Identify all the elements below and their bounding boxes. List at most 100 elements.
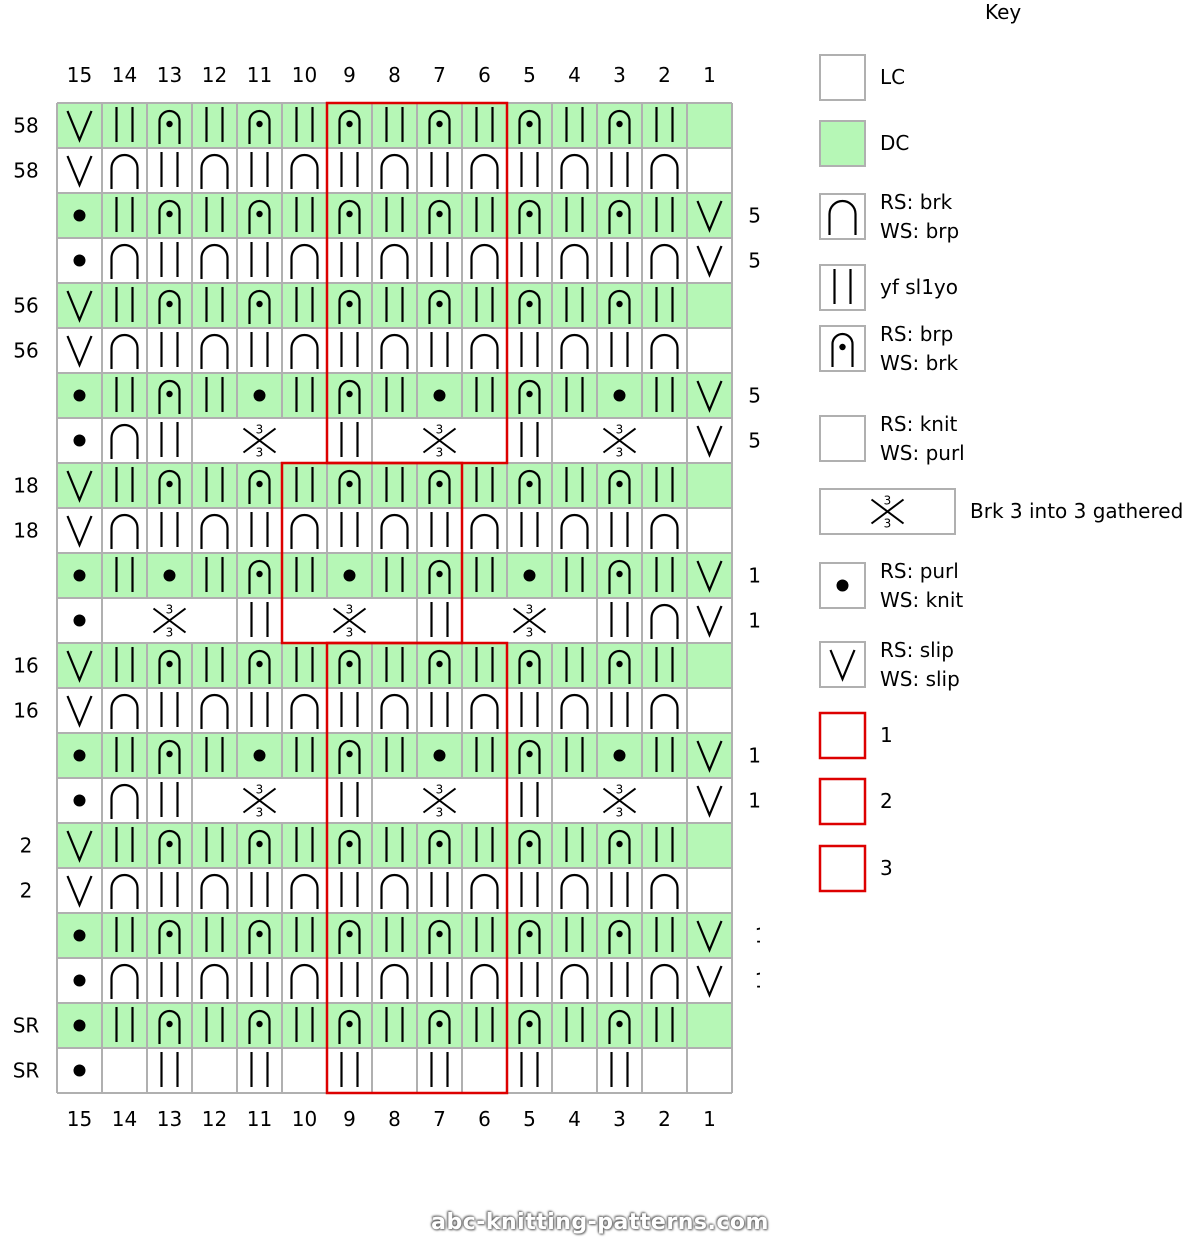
brk-icon xyxy=(110,243,139,279)
brk-icon xyxy=(380,153,409,189)
gathered-icon: 33 xyxy=(422,423,457,460)
yf-sl1yo-icon xyxy=(295,917,314,952)
brk-icon xyxy=(110,333,139,369)
brk-icon xyxy=(110,513,139,549)
row-label-left: SR xyxy=(13,1059,40,1083)
yf-sl1yo-icon xyxy=(655,467,674,502)
yf-sl1yo-icon xyxy=(250,872,269,907)
brp-icon xyxy=(158,829,181,864)
brk-icon xyxy=(650,603,679,639)
key-label-line: WS: knit xyxy=(880,587,964,612)
yf-sl1yo-icon xyxy=(475,647,494,682)
brk-icon xyxy=(290,153,319,189)
row-band xyxy=(57,913,732,958)
yf-sl1yo-icon xyxy=(340,872,359,907)
slip-icon xyxy=(696,785,723,818)
yf-sl1yo-icon xyxy=(385,467,404,502)
gathered-number: 3 xyxy=(436,446,444,460)
brk-icon xyxy=(200,243,229,279)
brp-icon xyxy=(608,109,631,144)
brk-icon xyxy=(110,423,139,459)
row-band xyxy=(57,1003,732,1048)
yf-sl1yo-icon xyxy=(385,737,404,772)
brp-icon xyxy=(518,649,541,684)
gathered-number: 3 xyxy=(256,423,264,437)
yf-sl1yo-icon xyxy=(655,377,674,412)
yf-sl1yo-icon xyxy=(475,107,494,142)
brk-icon xyxy=(470,873,499,909)
yf-sl1yo-icon xyxy=(115,287,134,322)
yf-sl1yo-icon xyxy=(340,692,359,727)
brp-icon xyxy=(158,379,181,414)
yf-sl1yo-icon xyxy=(295,107,314,142)
row-band xyxy=(57,553,732,598)
yf-sl1yo-icon xyxy=(565,377,584,412)
brk-icon xyxy=(380,873,409,909)
brp-icon xyxy=(608,469,631,504)
key-label-line: WS: brk xyxy=(880,350,959,375)
yf-sl1yo-icon xyxy=(385,827,404,862)
key-label-line: RS: purl xyxy=(880,558,959,583)
gathered-number: 3 xyxy=(436,806,444,820)
yf-sl1yo-icon xyxy=(295,197,314,232)
brk-icon xyxy=(650,153,679,189)
purl-dot-icon xyxy=(253,389,266,402)
brk-icon xyxy=(380,243,409,279)
column-number-top: 6 xyxy=(478,63,491,87)
yf-sl1yo-icon xyxy=(160,782,179,817)
gathered-icon: 33 xyxy=(602,423,637,460)
brk-icon xyxy=(560,873,589,909)
column-number-top: 1 xyxy=(703,63,716,87)
brp-icon xyxy=(248,1009,271,1044)
yf-sl1yo-icon xyxy=(160,242,179,277)
gathered-icon: 33 xyxy=(422,783,457,820)
purl-dot-icon xyxy=(163,569,176,582)
key-label: 3 xyxy=(880,854,893,883)
column-number-top: 15 xyxy=(67,63,92,87)
yf-sl1yo-icon xyxy=(385,287,404,322)
brp-icon xyxy=(608,649,631,684)
slip-icon xyxy=(66,110,93,143)
row-label-left: 16 xyxy=(13,654,38,678)
yf-sl1yo-icon xyxy=(115,1007,134,1042)
yf-sl1yo-icon xyxy=(115,647,134,682)
purl-dot-icon xyxy=(433,749,446,762)
column-number-top: 2 xyxy=(658,63,671,87)
watermark: abc-knitting-patterns.com xyxy=(431,1210,769,1235)
slip-icon xyxy=(66,155,93,188)
slip-icon xyxy=(66,470,93,503)
gathered-icon: 33 xyxy=(332,603,367,640)
key-label: yf sl1yo xyxy=(880,273,958,302)
brp-icon xyxy=(428,829,451,864)
key-title: Key xyxy=(985,0,1022,24)
yf-sl1yo-icon xyxy=(295,1007,314,1042)
yf-sl1yo-icon xyxy=(295,647,314,682)
column-number-bottom: 2 xyxy=(658,1107,671,1131)
brp-icon xyxy=(248,919,271,954)
key-label-line: WS: slip xyxy=(880,666,960,691)
gathered-icon: 33 xyxy=(602,783,637,820)
brp-icon xyxy=(158,199,181,234)
brp-icon xyxy=(338,1009,361,1044)
brp-icon xyxy=(248,559,271,594)
row-label-left: 16 xyxy=(13,699,38,723)
yf-sl1yo-icon xyxy=(565,557,584,592)
column-number-top: 7 xyxy=(433,63,446,87)
brp-icon xyxy=(248,829,271,864)
brk-icon xyxy=(650,513,679,549)
key-swatch xyxy=(818,711,867,760)
brk-icon xyxy=(110,693,139,729)
row-band xyxy=(57,103,732,148)
yf-sl1yo-icon xyxy=(205,737,224,772)
row-band xyxy=(57,373,732,418)
gathered-number: 3 xyxy=(616,783,624,797)
brp-icon xyxy=(338,739,361,774)
gathered-number: 3 xyxy=(526,626,534,640)
column-number-bottom: 9 xyxy=(343,1107,356,1131)
key-label-line: 2 xyxy=(880,789,893,813)
brk-icon xyxy=(560,333,589,369)
yf-sl1yo-icon xyxy=(205,647,224,682)
brp-icon xyxy=(158,739,181,774)
brk-icon xyxy=(110,963,139,999)
